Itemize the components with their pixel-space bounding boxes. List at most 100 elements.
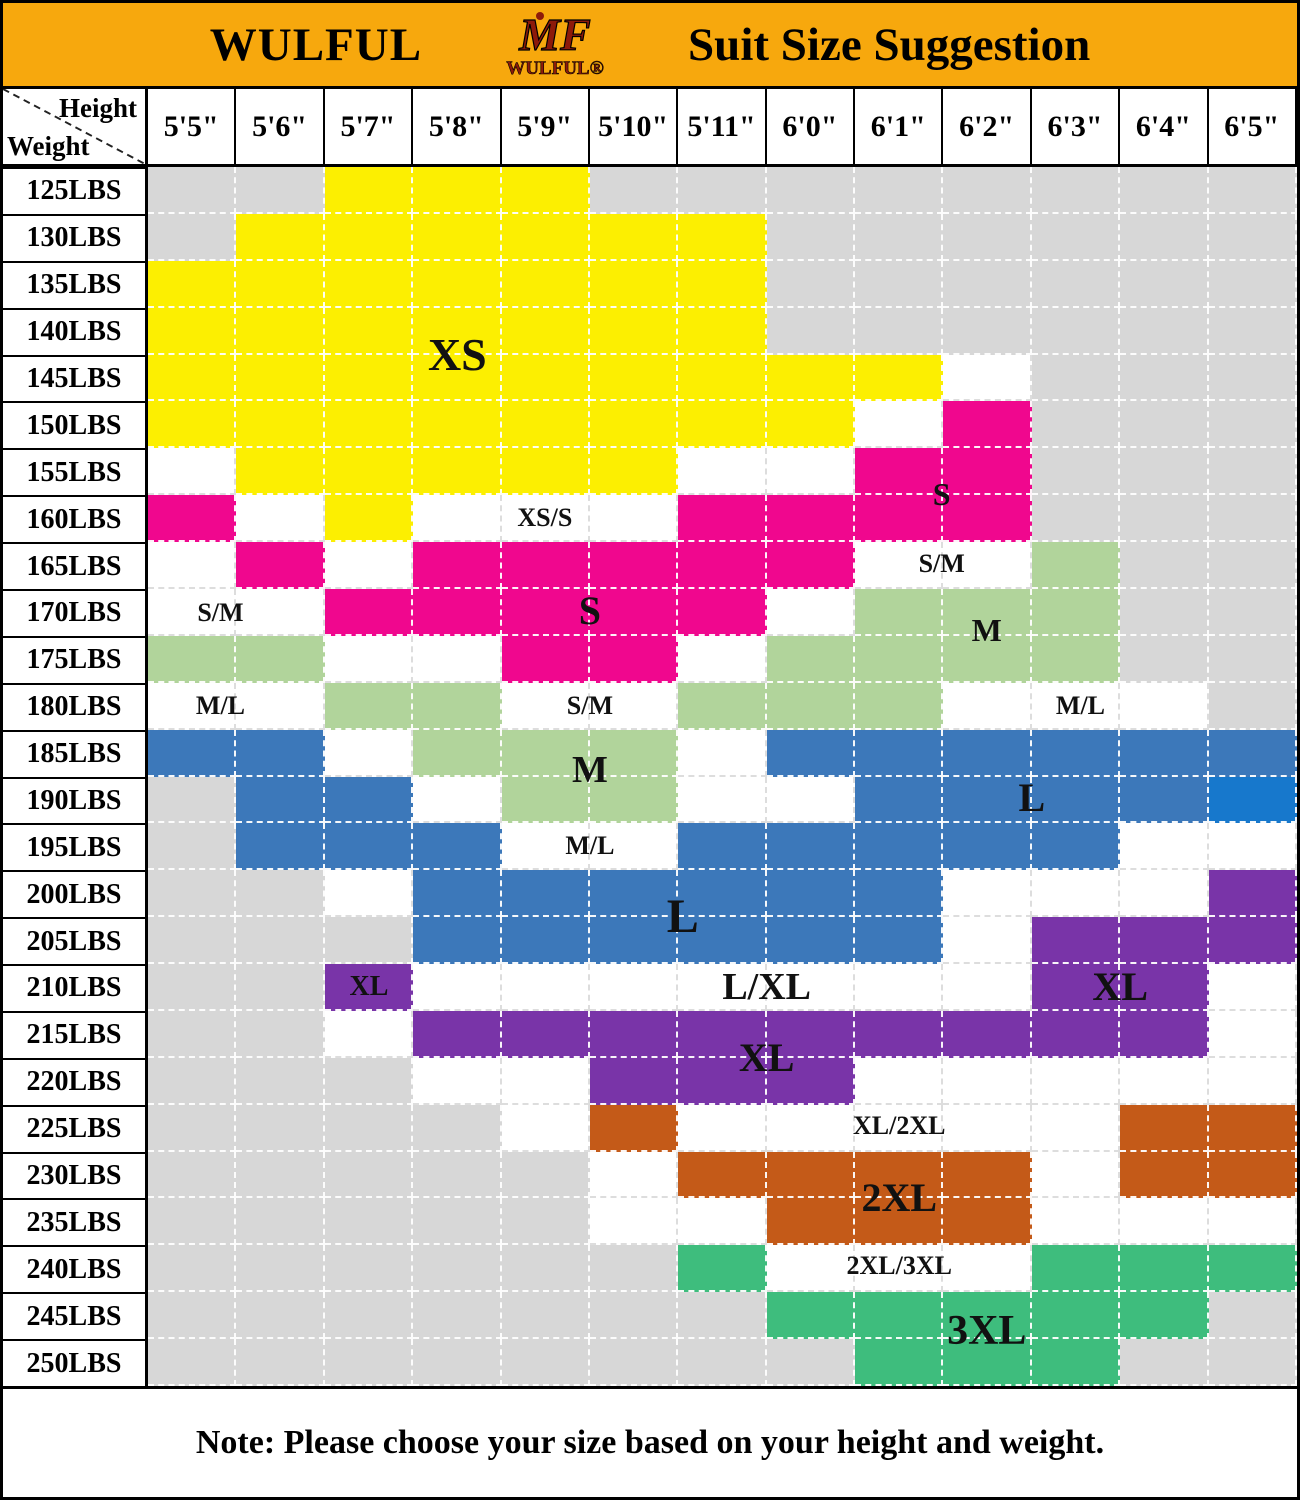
- grid-cell: [678, 542, 767, 589]
- grid-cell: [501, 354, 590, 402]
- grid-cell: [324, 542, 414, 589]
- grid-cell: [413, 917, 502, 965]
- grid-cell: [678, 635, 767, 683]
- grid-cell: [501, 1198, 590, 1246]
- grid-cell: [413, 213, 502, 261]
- grid-cell: [589, 448, 679, 496]
- grid-cell: [501, 964, 590, 1011]
- grid-cell: [501, 1104, 590, 1152]
- grid-cell: [589, 776, 679, 824]
- grid-cell: [324, 1010, 414, 1058]
- grid-cell: [148, 917, 237, 965]
- grid-cell: [236, 401, 325, 449]
- grid-cell: [148, 167, 237, 214]
- grid-cell: [501, 448, 590, 496]
- grid-cell: [678, 729, 767, 777]
- grid-cell: [1120, 1057, 1209, 1105]
- grid-cell: [324, 588, 414, 636]
- grid-cell: [1208, 1198, 1297, 1246]
- grid-cell: [943, 167, 1032, 214]
- weight-label: 190LBS: [3, 776, 148, 824]
- grid-cell: [236, 588, 325, 636]
- grid-cell: [501, 635, 590, 683]
- grid-cell: [413, 167, 502, 214]
- grid-cell: [1208, 167, 1297, 214]
- grid-cell: [1120, 213, 1209, 261]
- grid-cell: [678, 354, 767, 402]
- grid-cell: [943, 870, 1032, 918]
- size-table-wrap: Height Weight 5'5" 5'6" 5'7" 5'8" 5'9" 5'10" 5…: [3, 89, 1297, 1389]
- grid-cell: [1208, 917, 1297, 965]
- grid-cell: [501, 1245, 590, 1293]
- grid-cell: [236, 448, 325, 496]
- grid-cell: [324, 1339, 414, 1386]
- weight-label: 250LBS: [3, 1339, 148, 1386]
- grid-cell: [855, 823, 944, 871]
- grid-cell: [148, 448, 237, 496]
- grid-cell: [413, 823, 502, 871]
- weight-label: 130LBS: [3, 213, 148, 261]
- grid-cell: [413, 588, 502, 636]
- grid-cell: [943, 1245, 1032, 1293]
- grid-cell: [589, 307, 679, 355]
- grid-cell: [766, 542, 856, 589]
- weight-label: 175LBS: [3, 635, 148, 683]
- grid-cell: [148, 1104, 237, 1152]
- grid-cell: [1031, 1010, 1121, 1058]
- grid-cell: [413, 1292, 502, 1340]
- grid-cell: [413, 1057, 502, 1105]
- grid-cell: [943, 542, 1032, 589]
- grid-cell: [413, 354, 502, 402]
- height-header-cell: 6'4": [1120, 89, 1209, 167]
- grid-cell: [855, 213, 944, 261]
- grid-cell: [589, 588, 679, 636]
- grid-cell: [1120, 542, 1209, 589]
- grid-cell: [236, 1057, 325, 1105]
- grid-cell: [943, 917, 1032, 965]
- grid-cell: [766, 1104, 856, 1152]
- height-header-cell: 5'6": [236, 89, 325, 167]
- grid-cell: [1208, 401, 1297, 449]
- grid-cell: [589, 823, 679, 871]
- grid-cell: [943, 776, 1032, 824]
- grid-cell: [413, 1151, 502, 1199]
- grid-cell: [855, 448, 944, 496]
- grid-cell: [766, 1010, 856, 1058]
- grid-cell: [1120, 1151, 1209, 1199]
- grid-cell: [501, 588, 590, 636]
- grid-cell: [148, 260, 237, 308]
- grid-cell: [1120, 588, 1209, 636]
- grid-cell: [589, 1010, 679, 1058]
- grid-cell: [148, 354, 237, 402]
- grid-cell: [1031, 588, 1121, 636]
- grid-cell: [1120, 307, 1209, 355]
- grid-cell: [324, 307, 414, 355]
- grid-cell: [855, 1339, 944, 1386]
- grid-cell: [324, 1151, 414, 1199]
- grid-cell: [1120, 776, 1209, 824]
- grid-cell: [1031, 1057, 1121, 1105]
- grid-cell: [1031, 1151, 1121, 1199]
- grid-cell: [1031, 870, 1121, 918]
- grid-cell: [1031, 917, 1121, 965]
- grid-cell: [1031, 1245, 1121, 1293]
- grid-cell: [501, 1151, 590, 1199]
- grid-cell: [324, 1057, 414, 1105]
- grid-cell: [766, 682, 856, 730]
- grid-cell: [589, 1292, 679, 1340]
- grid-cell: [148, 542, 237, 589]
- grid-cell: [413, 870, 502, 918]
- grid-cell: [678, 1245, 767, 1293]
- grid-cell: [1031, 495, 1121, 543]
- grid-cell: [1120, 1339, 1209, 1386]
- weight-label: 180LBS: [3, 682, 148, 730]
- grid-cell: [501, 1057, 590, 1105]
- grid-cell: [1031, 964, 1121, 1011]
- grid-cell: [1208, 1292, 1297, 1340]
- grid-cell: [501, 1339, 590, 1386]
- grid-cell: [501, 495, 590, 543]
- grid-cell: [1031, 401, 1121, 449]
- grid-cell: [1031, 1104, 1121, 1152]
- grid-cell: [943, 588, 1032, 636]
- grid-cell: [589, 635, 679, 683]
